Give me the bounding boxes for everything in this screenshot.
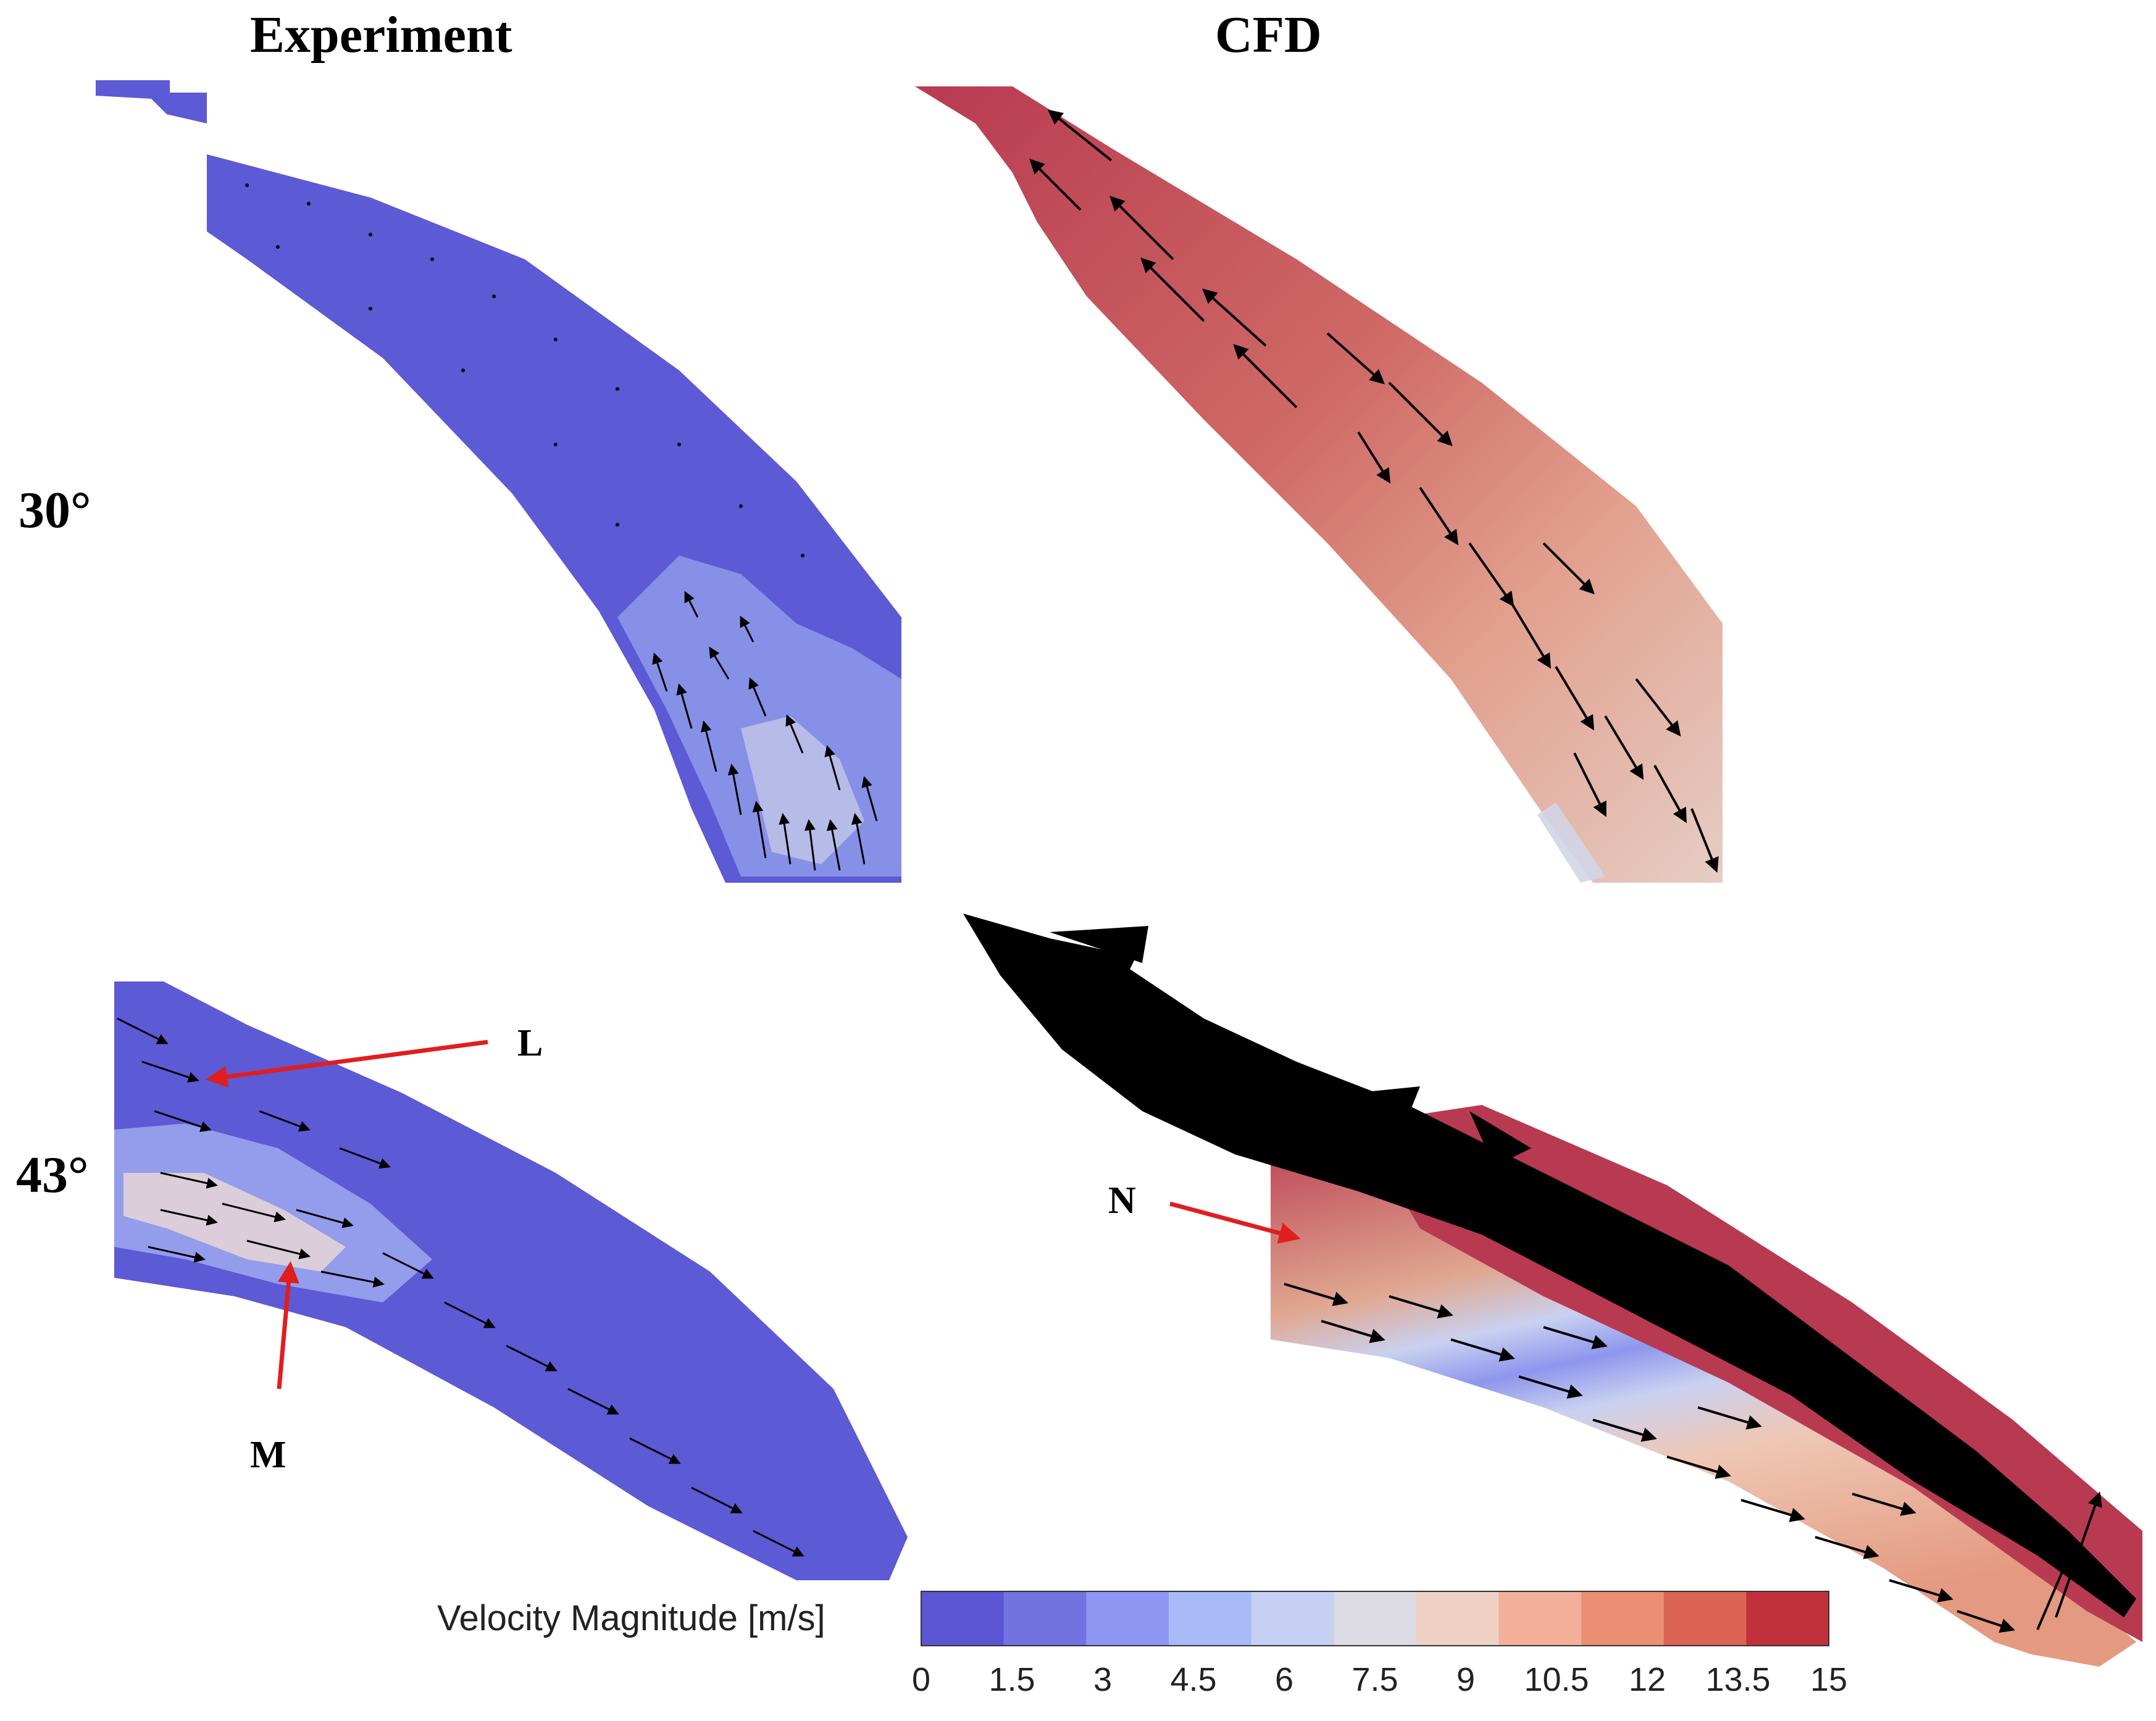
- marker-l: L: [517, 1022, 543, 1064]
- colorbar-tick-label: 10.5: [1524, 1661, 1589, 1698]
- colorbar-tick-label: 1.5: [988, 1661, 1035, 1698]
- cfd-30-panel: [915, 86, 1723, 883]
- cfd-43-vectors: [1284, 1283, 2102, 1633]
- experiment-30-panel: [96, 80, 901, 883]
- experiment-43-vectors: [117, 1017, 804, 1557]
- colorbar-segment: [1251, 1591, 1334, 1646]
- colorbar-segment: [1086, 1591, 1169, 1646]
- colorbar-segment: [1581, 1591, 1665, 1646]
- experiment-30-dots: [245, 183, 804, 557]
- colorbar-segment: [1663, 1591, 1747, 1646]
- colorbar-border: [921, 1591, 1829, 1646]
- colorbar-tick-label: 9: [1456, 1661, 1476, 1698]
- colorbar-segment: [1168, 1591, 1252, 1646]
- angle-label-30: 30°: [19, 481, 91, 539]
- cfd-header: CFD: [1215, 6, 1322, 64]
- colorbar-tick-label: 13.5: [1705, 1661, 1771, 1698]
- experiment-43-pale-core: [123, 1173, 346, 1272]
- arrow-n: [1169, 1201, 1301, 1244]
- colorbar-segment: [1334, 1591, 1417, 1646]
- colorbar-segment: [1746, 1591, 1829, 1646]
- experiment-30-vectors: [652, 591, 878, 871]
- colorbar-segment: [1498, 1591, 1582, 1646]
- colorbar-tick-label: 7.5: [1352, 1661, 1398, 1698]
- colorbar-segment: [921, 1591, 1005, 1646]
- colorbar-segment: [1003, 1591, 1087, 1646]
- experiment-header: Experiment: [250, 6, 512, 64]
- colorbar-tick-label: 6: [1274, 1661, 1294, 1698]
- colorbar-tick-label: 4.5: [1170, 1661, 1217, 1698]
- colorbar-tick-label: 0: [911, 1661, 931, 1698]
- annotation-arrows: [206, 1040, 1301, 1390]
- colorbar-tick-label: 15: [1810, 1661, 1848, 1698]
- arrow-l: [206, 1040, 488, 1088]
- cfd-43-panel: [963, 914, 2142, 1667]
- experiment-43-field: [114, 981, 908, 1580]
- colorbar-tick-label: 12: [1628, 1661, 1666, 1698]
- cfd-30-pale-edge: [1537, 802, 1605, 883]
- angle-label-43: 43°: [16, 1146, 89, 1204]
- colorbar-segment: [1416, 1591, 1499, 1646]
- marker-m: M: [250, 1434, 286, 1476]
- marker-n: N: [1108, 1180, 1136, 1222]
- experiment-43-panel: [114, 981, 908, 1580]
- arrow-m: [277, 1261, 299, 1390]
- colorbar-tick-label: 3: [1093, 1661, 1113, 1698]
- colorbar: [921, 1591, 1829, 1646]
- cfd-30-field: [915, 86, 1723, 883]
- cfd-43-big-arrows: [963, 914, 2136, 1617]
- cfd-30-vectors: [1029, 109, 1719, 873]
- colorbar-title: Velocity Magnitude [m/s]: [437, 1598, 825, 1638]
